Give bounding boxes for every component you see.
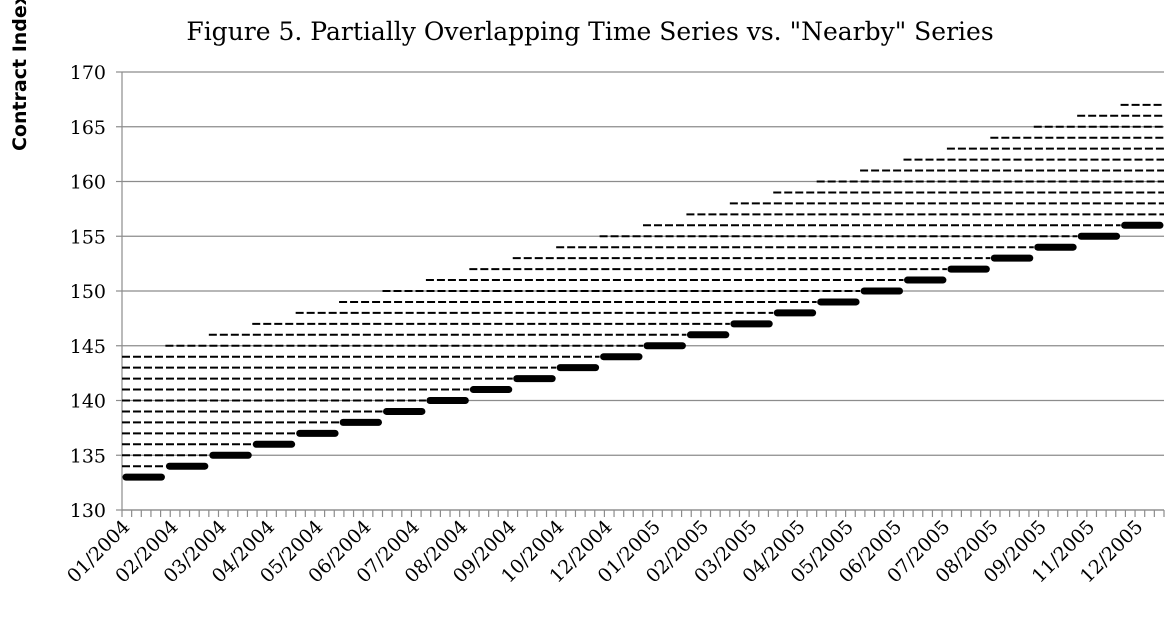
y-axis-label: Contract Index: [9, 0, 31, 151]
y-tick-label: 145: [70, 336, 106, 358]
chart-title: Figure 5. Partially Overlapping Time Ser…: [186, 17, 993, 46]
y-tick-label: 150: [70, 281, 106, 303]
y-tick-label: 170: [70, 62, 106, 84]
y-tick-label: 135: [70, 445, 106, 467]
y-tick-label: 155: [70, 226, 106, 248]
y-tick-label: 140: [70, 391, 106, 413]
y-tick-label: 160: [70, 172, 106, 194]
y-tick-label: 130: [70, 500, 106, 522]
y-tick-label: 165: [70, 117, 106, 139]
